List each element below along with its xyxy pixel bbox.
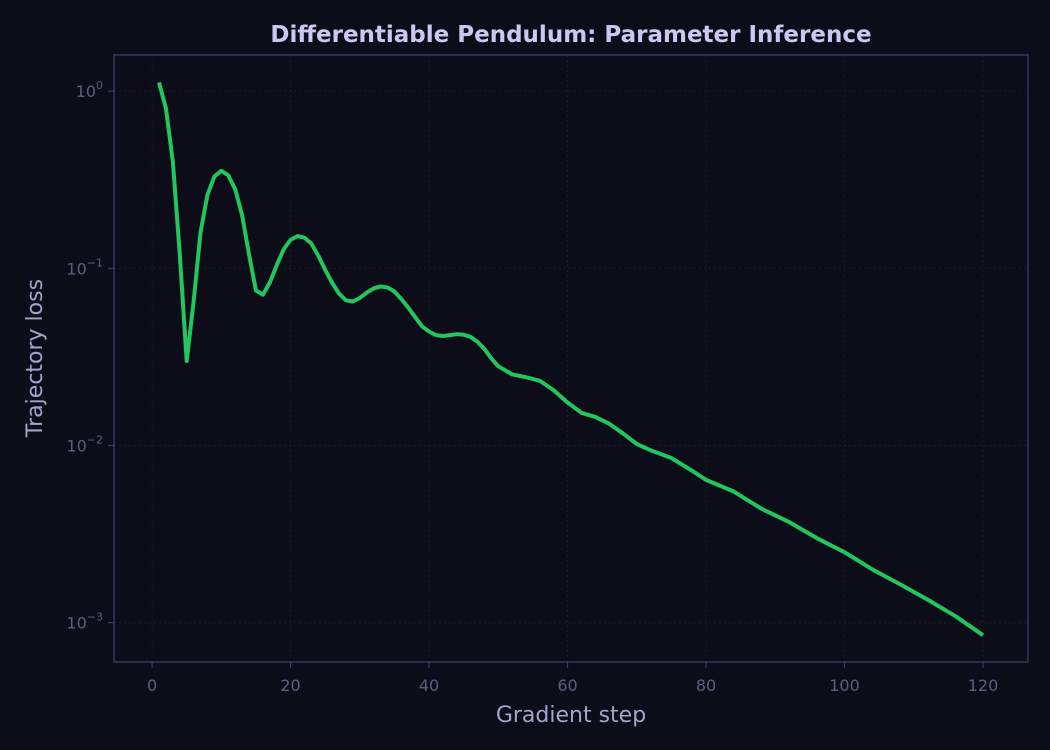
x-axis-label: Gradient step	[496, 703, 646, 728]
grid	[114, 55, 1028, 662]
x-tick-label: 20	[280, 676, 300, 695]
y-tick-label: 100	[76, 79, 103, 101]
plot-frame	[113, 54, 1029, 663]
y-tick-base: 10	[66, 614, 86, 633]
y-tick-exponent: 0	[96, 79, 103, 92]
x-axis-ticks: 0 20 40 60 80 100 120	[147, 662, 998, 695]
loss-series-line	[157, 81, 985, 637]
x-tick-label: 120	[968, 676, 999, 695]
y-tick-label: 10−3	[66, 611, 103, 633]
y-tick-exponent: −3	[87, 611, 103, 624]
y-tick-exponent: −1	[87, 256, 103, 269]
x-tick-label: 0	[147, 676, 157, 695]
y-tick-base: 10	[76, 82, 96, 101]
y-tick-base: 10	[66, 259, 86, 278]
y-tick-exponent: −2	[87, 434, 103, 447]
chart-title: Differentiable Pendulum: Parameter Infer…	[270, 22, 871, 48]
y-axis-label: Trajectory loss	[23, 279, 48, 438]
x-tick-label: 80	[696, 676, 716, 695]
x-tick-label: 40	[419, 676, 439, 695]
x-tick-label: 60	[557, 676, 577, 695]
series-layer	[157, 81, 985, 637]
y-tick-label: 10−1	[66, 256, 103, 278]
x-tick-label: 100	[829, 676, 860, 695]
y-tick-label: 10−2	[66, 434, 103, 456]
y-tick-base: 10	[66, 437, 86, 456]
